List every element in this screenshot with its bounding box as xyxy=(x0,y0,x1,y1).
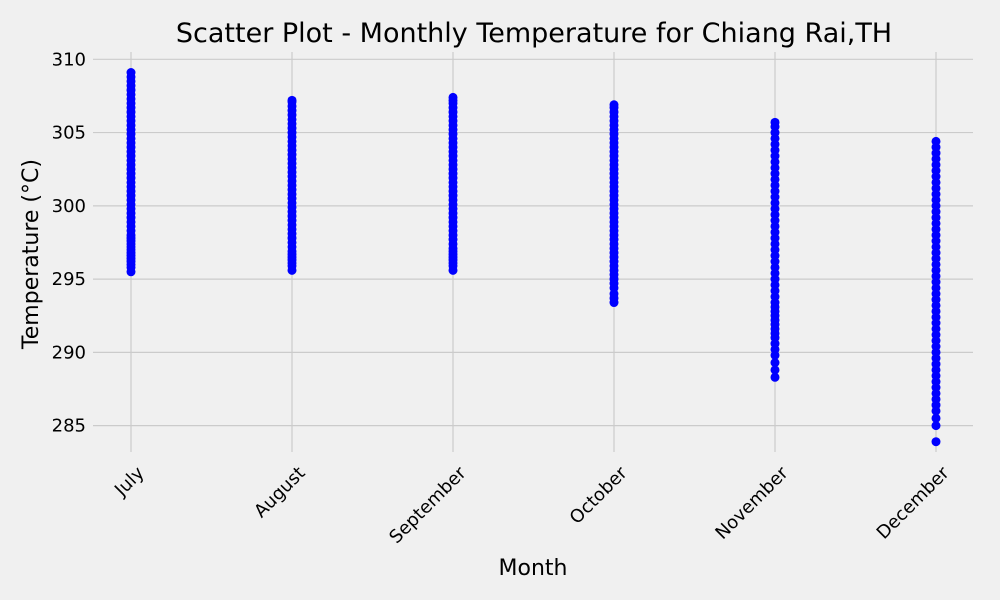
y-tick-label: 285 xyxy=(52,416,86,437)
x-tick-label: November xyxy=(711,462,792,543)
y-tick-label: 300 xyxy=(52,196,86,217)
scatter-point xyxy=(770,358,780,368)
scatter-point xyxy=(931,136,941,146)
scatter-point xyxy=(770,372,780,382)
scatter-point xyxy=(931,437,941,447)
y-axis-ticks: 285 290 295 300 305 310 xyxy=(52,49,86,436)
y-tick-label: 290 xyxy=(52,342,86,363)
points-layer xyxy=(126,68,941,447)
x-axis-ticks: July August September October November Decemb… xyxy=(110,462,954,548)
y-axis-label: Temperature (°C) xyxy=(19,159,44,350)
x-tick-label: October xyxy=(566,462,632,528)
scatter-point xyxy=(609,100,619,110)
grid-layer xyxy=(93,52,973,452)
chart-title: Scatter Plot - Monthly Temperature for C… xyxy=(176,18,892,49)
scatter-point xyxy=(931,421,941,431)
x-tick-label: August xyxy=(250,463,309,522)
scatter-point xyxy=(770,365,780,375)
y-tick-label: 310 xyxy=(52,49,86,70)
x-axis-label: Month xyxy=(499,556,568,581)
scatter-point xyxy=(126,68,136,78)
x-tick-label: September xyxy=(385,462,471,548)
x-tick-label: December xyxy=(873,462,954,543)
x-tick-label: July xyxy=(110,462,149,501)
y-tick-label: 295 xyxy=(52,269,86,290)
scatter-point xyxy=(770,117,780,127)
y-tick-label: 305 xyxy=(52,123,86,144)
scatter-point xyxy=(448,92,458,102)
scatter-point xyxy=(931,413,941,423)
scatter-point xyxy=(287,95,297,105)
